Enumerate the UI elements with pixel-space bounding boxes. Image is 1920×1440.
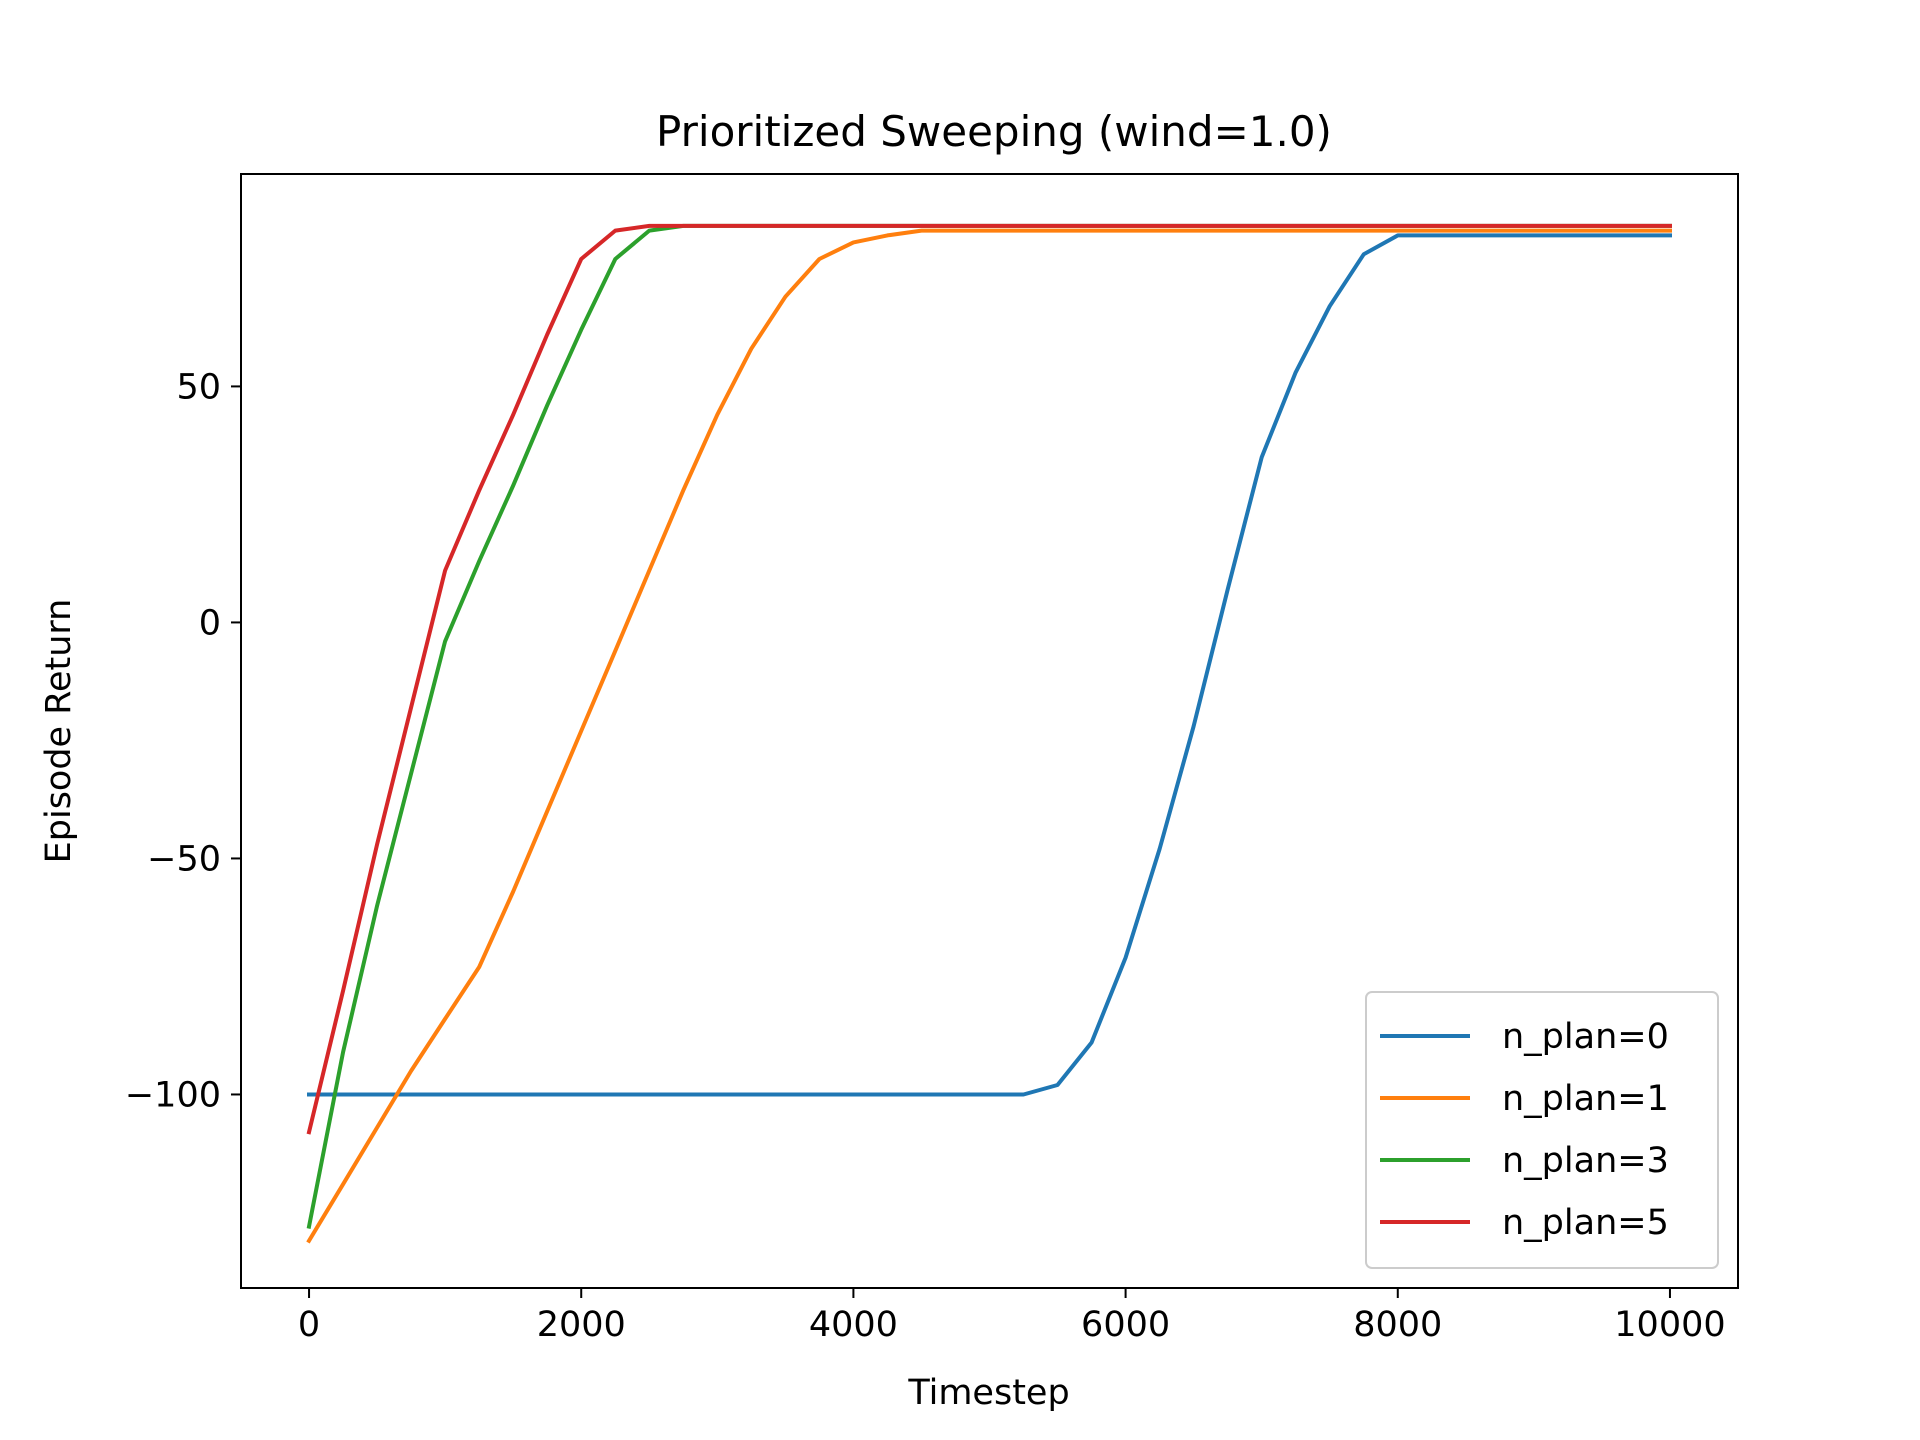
y-tick-label: 50 <box>176 367 221 407</box>
legend-label: n_plan=3 <box>1502 1141 1669 1181</box>
y-tick-label: 0 <box>199 603 221 643</box>
legend-box <box>1365 991 1719 1269</box>
x-tick-label: 4000 <box>809 1305 898 1345</box>
x-tick-label: 0 <box>298 1305 320 1345</box>
series-line-n-plan-1 <box>306 228 1672 1244</box>
x-axis-label: Timestep <box>907 1373 1069 1413</box>
x-tick-label: 6000 <box>1081 1305 1170 1345</box>
x-tick-label: 8000 <box>1353 1305 1442 1345</box>
legend-label: n_plan=0 <box>1502 1017 1669 1057</box>
y-tick-label: −50 <box>147 839 221 879</box>
x-tick-label: 10000 <box>1614 1305 1725 1345</box>
x-tick-label: 2000 <box>537 1305 626 1345</box>
legend: n_plan=0 n_plan=1 n_plan=3 n_plan=5 <box>1365 991 1719 1269</box>
plot-area <box>306 223 1672 1244</box>
legend-label: n_plan=5 <box>1502 1203 1669 1243</box>
y-tick-label: −100 <box>125 1075 221 1115</box>
y-axis-label: Episode Return <box>39 599 79 864</box>
series-line-n-plan-5 <box>306 223 1672 1135</box>
series-line-n-plan-0 <box>307 233 1672 1097</box>
y-axis: −100 −50 0 50 <box>125 367 241 1115</box>
legend-label: n_plan=1 <box>1502 1079 1669 1119</box>
chart-title: Prioritized Sweeping (wind=1.0) <box>656 107 1332 156</box>
plot-frame <box>240 173 1739 1289</box>
x-axis: 0 2000 4000 6000 8000 10000 <box>298 1288 1726 1345</box>
